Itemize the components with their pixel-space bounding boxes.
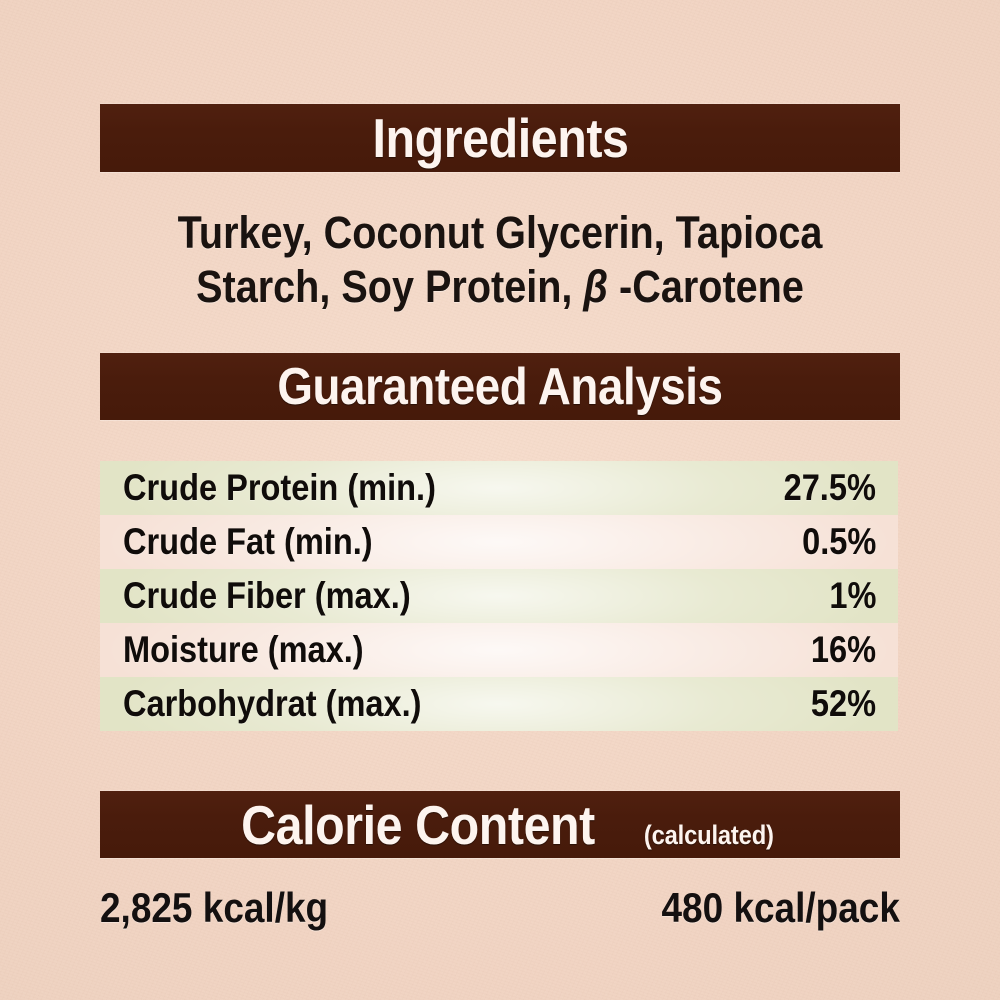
calorie-content-heading: Calorie Content: [241, 793, 596, 856]
table-row: Crude Fiber (max.) 1%: [100, 569, 898, 623]
kcal-per-kg: 2,825 kcal/kg: [100, 884, 329, 931]
calorie-values-row: 2,825 kcal/kg 480 kcal/pack: [100, 884, 900, 932]
calorie-content-header-bar: Calorie Content (calculated): [100, 791, 900, 858]
nutrient-value: 27.5%: [783, 467, 876, 508]
calorie-content-note: (calculated): [644, 819, 774, 850]
table-row: Carbohydrat (max.) 52%: [100, 677, 898, 731]
nutrient-label: Crude Fiber (max.): [123, 575, 411, 616]
nutrient-label: Carbohydrat (max.): [123, 683, 422, 724]
ingredients-line-2: Starch, Soy Protein, β -Carotene: [148, 260, 852, 314]
table-row: Crude Fat (min.) 0.5%: [100, 515, 898, 569]
ingredients-line-2-text: Starch, Soy Protein,: [196, 261, 573, 312]
table-row: Crude Protein (min.) 27.5%: [100, 461, 898, 515]
nutrient-label: Crude Fat (min.): [123, 521, 373, 562]
nutrient-value: 16%: [810, 629, 876, 670]
guaranteed-analysis-heading: Guaranteed Analysis: [277, 357, 723, 416]
kcal-per-pack: 480 kcal/pack: [661, 884, 900, 931]
nutrient-label: Crude Protein (min.): [123, 467, 436, 508]
ingredients-header-bar: Ingredients: [100, 104, 900, 172]
beta-symbol: β: [583, 261, 609, 312]
ingredients-list: Turkey, Coconut Glycerin, Tapioca Starch…: [100, 206, 900, 314]
nutrient-value: 52%: [810, 683, 876, 724]
nutrient-value: 0.5%: [801, 521, 876, 562]
nutrient-value: 1%: [828, 575, 876, 616]
table-row: Moisture (max.) 16%: [100, 623, 898, 677]
ingredients-line-1: Turkey, Coconut Glycerin, Tapioca: [177, 207, 823, 258]
nutrient-label: Moisture (max.): [123, 629, 364, 670]
guaranteed-analysis-header-bar: Guaranteed Analysis: [100, 353, 900, 420]
ingredients-heading: Ingredients: [371, 107, 629, 169]
beta-carotene-suffix: -Carotene: [619, 261, 804, 312]
guaranteed-analysis-table: Crude Protein (min.) 27.5% Crude Fat (mi…: [100, 461, 898, 731]
calorie-heading-group: Calorie Content (calculated): [217, 793, 783, 857]
